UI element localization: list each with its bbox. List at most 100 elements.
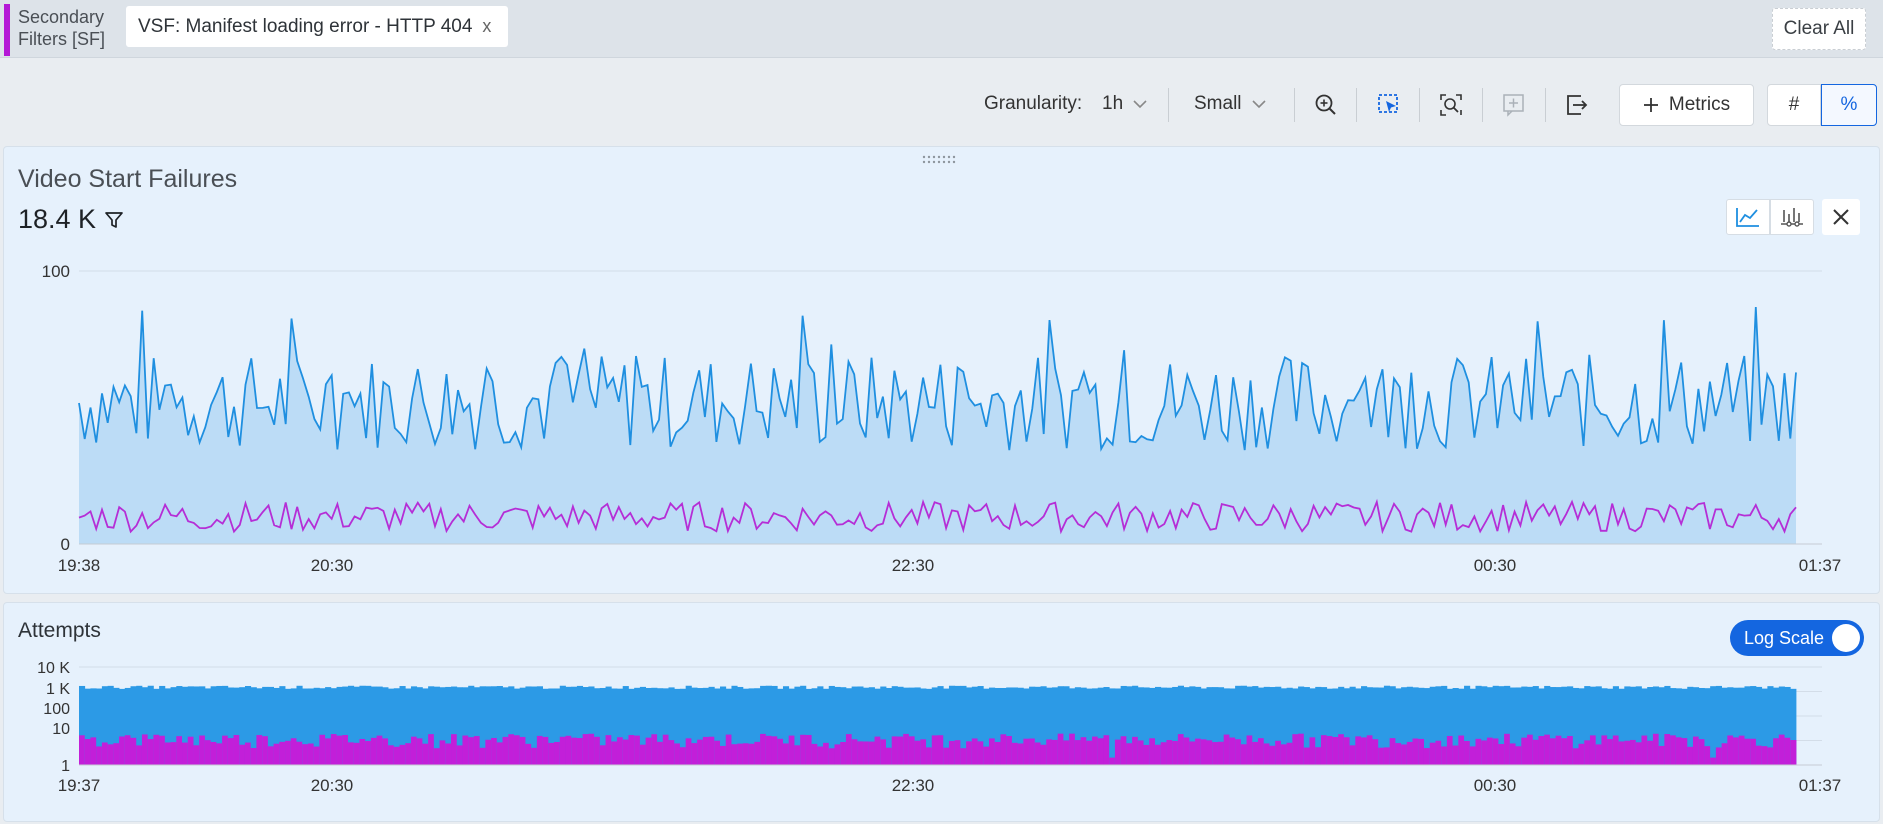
bar-failures	[147, 739, 154, 765]
bar-attempts	[1498, 686, 1505, 765]
bar-failures	[542, 736, 549, 765]
bar-failures	[307, 743, 315, 765]
bar-attempts	[130, 686, 137, 765]
bar-attempts	[1280, 688, 1288, 765]
add-metrics-button[interactable]: Metrics	[1619, 84, 1754, 126]
chart-size-select[interactable]: Small	[1194, 93, 1266, 115]
log-scale-toggle[interactable]: Log Scale	[1730, 620, 1864, 656]
add-annotation-icon[interactable]	[1501, 92, 1527, 118]
bar-failures	[1687, 746, 1694, 765]
bar-attempts	[983, 688, 990, 765]
bar-attempts	[170, 687, 177, 765]
bar-failures	[845, 734, 853, 765]
bar-failures	[1429, 742, 1436, 765]
series-line	[78, 498, 1797, 535]
bar-attempts	[800, 685, 807, 765]
y-tick-label: 10 K	[37, 660, 70, 677]
bar-attempts	[428, 686, 435, 765]
bar-attempts	[468, 685, 475, 765]
bar-failures	[1212, 742, 1219, 765]
bar-failures	[1137, 740, 1144, 765]
bar-failures	[1446, 735, 1453, 765]
bar-attempts	[462, 687, 469, 765]
bar-attempts	[634, 687, 641, 765]
bar-attempts	[1206, 687, 1213, 765]
bar-attempts	[1446, 688, 1453, 765]
bar-attempts	[880, 686, 887, 765]
bar-failures	[370, 737, 378, 765]
bar-attempts	[1051, 687, 1059, 765]
bar-attempts	[765, 685, 772, 765]
zoom-in-icon[interactable]	[1313, 92, 1339, 118]
bar-failures	[1578, 743, 1585, 765]
bar-attempts	[679, 688, 687, 765]
video-start-failures-chart[interactable]: 100 0 19:38 20:30 22:30 00:30 01:37	[4, 147, 1881, 595]
bar-failures	[536, 735, 543, 765]
bar-failures	[863, 741, 870, 765]
bar-failures	[279, 741, 286, 765]
bar-failures	[210, 741, 217, 765]
clear-all-button[interactable]: Clear All	[1772, 8, 1866, 50]
bar-attempts	[1515, 687, 1522, 765]
bar-attempts	[674, 688, 681, 765]
filter-accent-bar	[4, 4, 10, 56]
bar-attempts	[702, 687, 709, 765]
export-icon[interactable]	[1564, 92, 1590, 118]
bar-attempts	[1452, 688, 1459, 765]
close-panel-button[interactable]	[1822, 199, 1860, 235]
bar-attempts	[1521, 686, 1528, 765]
bar-failures	[1509, 743, 1516, 765]
x-tick-label: 01:37	[1799, 776, 1842, 795]
filter-icon[interactable]	[104, 210, 124, 230]
bar-attempts	[1029, 686, 1036, 765]
bar-chart-view-button[interactable]	[1770, 199, 1814, 235]
bar-attempts	[456, 687, 463, 765]
line-chart-view-button[interactable]	[1726, 199, 1770, 235]
percent-toggle-button[interactable]: %	[1821, 84, 1877, 126]
bar-failures	[828, 748, 835, 765]
bar-attempts	[113, 687, 120, 765]
select-area-icon[interactable]	[1376, 92, 1402, 118]
bar-attempts	[79, 685, 86, 765]
bar-failures	[1332, 737, 1339, 765]
bar-attempts	[439, 687, 446, 765]
bar-attempts	[943, 688, 950, 765]
toolbar-divider	[1419, 88, 1420, 122]
bar-attempts	[840, 687, 847, 765]
bar-failures	[393, 746, 400, 765]
zoom-selection-icon[interactable]	[1438, 92, 1464, 118]
bar-failures	[897, 736, 904, 765]
bar-failures	[1469, 746, 1476, 765]
bar-attempts	[937, 686, 944, 765]
bar-failures	[811, 743, 818, 765]
bar-failures	[239, 744, 246, 765]
filter-chip-close-icon[interactable]: x	[482, 16, 492, 36]
bar-failures	[1733, 737, 1740, 765]
bar-attempts	[731, 685, 738, 765]
drag-handle-icon[interactable]	[922, 155, 956, 165]
bar-failures	[817, 746, 824, 765]
bar-failures	[376, 735, 383, 765]
bar-failures	[1664, 734, 1671, 765]
bar-failures	[742, 743, 750, 765]
bar-failures	[319, 734, 326, 765]
bar-failures	[931, 735, 938, 765]
bar-failures	[508, 734, 515, 765]
bar-attempts	[1235, 685, 1242, 765]
bar-attempts	[1601, 688, 1608, 765]
bar-failures	[1051, 739, 1059, 765]
count-toggle-button[interactable]: #	[1767, 84, 1821, 126]
attempts-chart[interactable]: 10 K 1 K 100 10 1 19:37 20:30 22:30 00:3…	[4, 603, 1881, 823]
filter-chip[interactable]: VSF: Manifest loading error - HTTP 404 x	[126, 6, 508, 47]
bar-failures	[1160, 742, 1167, 765]
bar-failures	[1692, 736, 1700, 765]
bar-failures	[977, 741, 984, 765]
bar-attempts	[1177, 685, 1184, 765]
bar-failures	[754, 741, 761, 765]
bar-failures	[187, 736, 194, 765]
bar-attempts	[405, 688, 412, 765]
bar-failures	[1641, 735, 1648, 765]
bar-failures	[1366, 735, 1373, 765]
bar-attempts	[1309, 688, 1316, 765]
granularity-select[interactable]: 1h	[1102, 93, 1147, 115]
